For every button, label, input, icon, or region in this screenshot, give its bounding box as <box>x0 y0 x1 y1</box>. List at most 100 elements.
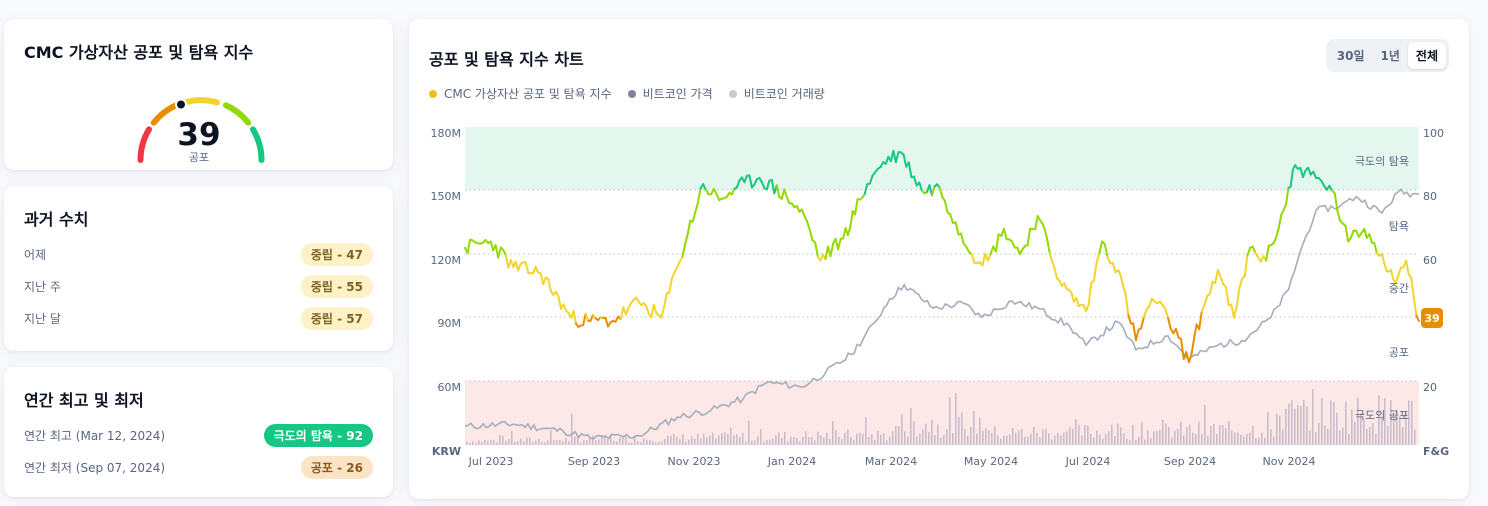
btc-volume-bar <box>718 435 720 445</box>
fear-greed-line-segment <box>1132 322 1137 342</box>
legend-btc-volume[interactable]: 비트코인 거래량 <box>728 85 825 102</box>
btc-volume-bar <box>589 437 591 445</box>
current-value-badge-bg <box>1421 308 1443 328</box>
fear-greed-line-segment <box>854 198 859 216</box>
btc-volume-bar <box>898 426 900 445</box>
current-value-badge-text: 39 <box>1424 312 1439 325</box>
btc-volume-bar <box>556 440 558 445</box>
fear-greed-line-segment <box>981 252 987 267</box>
btc-volume-bar <box>748 420 750 445</box>
fear-greed-line-segment <box>800 208 806 217</box>
btc-volume-bar <box>937 424 939 445</box>
btc-volume-bar <box>760 429 762 445</box>
range-1y-button[interactable]: 1년 <box>1380 49 1400 63</box>
legend-btc-price[interactable]: 비트코인 가격 <box>627 85 713 102</box>
btc-volume-bar <box>1201 433 1203 445</box>
btc-volume-bar <box>574 436 576 445</box>
btc-volume-bar <box>1279 415 1281 445</box>
fear-greed-line-segment <box>1412 297 1418 317</box>
status-badge: 극도의 탐욕 - 92 <box>263 423 373 447</box>
btc-volume-bar <box>649 440 651 445</box>
y-right-tick-80: 80 <box>1423 190 1437 203</box>
btc-volume-bar <box>1012 428 1014 445</box>
btc-volume-bar <box>1372 423 1374 445</box>
fear-greed-line-segment <box>748 174 753 189</box>
btc-volume-bar <box>712 432 714 445</box>
legend-dot-icon <box>627 89 636 98</box>
btc-volume-bar <box>763 441 765 445</box>
fear-greed-line-segment <box>504 254 510 269</box>
fear-greed-line-segment <box>1075 296 1080 307</box>
zone-label-extreme-greed: 극도의 탐욕 <box>1355 155 1409 168</box>
btc-volume-bar <box>1078 424 1080 445</box>
gauge-segment-extreme-fear <box>137 126 152 163</box>
btc-volume-bar <box>991 432 993 445</box>
legend-fear-greed-index[interactable]: CMC 가상자산 공포 및 탐욕 지수 <box>429 85 612 102</box>
y-right-tick-60: 60 <box>1423 254 1437 267</box>
btc-volume-bar <box>1324 425 1326 445</box>
btc-volume-bar <box>643 438 645 445</box>
fear-greed-line-segment <box>863 183 869 195</box>
fear-greed-line-segment <box>803 215 809 223</box>
fear-greed-line-segment <box>760 181 766 190</box>
fear-greed-line-segment <box>1142 308 1148 318</box>
btc-volume-bar <box>700 438 702 445</box>
fear-greed-line-segment <box>1124 293 1130 316</box>
fear-greed-line-segment <box>1011 240 1016 249</box>
btc-volume-bar <box>1369 426 1371 445</box>
fear-greed-line-segment <box>1085 303 1090 313</box>
x-tick-sep-2024: Sep 2024 <box>1164 455 1216 468</box>
btc-volume-bar <box>544 442 546 445</box>
legend-dot-icon <box>429 89 437 98</box>
btc-volume-bar <box>685 441 687 445</box>
btc-volume-bar <box>877 430 879 445</box>
btc-volume-bar <box>592 435 594 445</box>
fear-greed-line-segment <box>686 219 692 236</box>
fear-greed-line-segment <box>1373 242 1378 255</box>
fear-greed-line-segment <box>1289 168 1294 188</box>
fear-greed-line-segment <box>1048 252 1054 263</box>
fear-greed-chart[interactable]: 180M 150M 120M 90M 60M KRW 100 80 60 20 … <box>409 19 1469 499</box>
fear-greed-line-segment <box>918 181 923 192</box>
fear-greed-line-segment <box>1111 262 1117 274</box>
btc-volume-bar <box>1051 439 1053 445</box>
btc-volume-bar <box>841 439 843 445</box>
chart-card-title: 공포 및 탐욕 지수 차트 <box>429 50 584 69</box>
btc-volume-bar <box>481 442 483 445</box>
btc-volume-bar <box>967 435 969 445</box>
y-left-tick-150m: 150M <box>431 190 462 203</box>
btc-volume-bar <box>1231 430 1233 445</box>
btc-volume-bar <box>583 440 585 445</box>
btc-volume-bar <box>1351 409 1353 445</box>
y-right-unit-fg: F&G <box>1423 445 1449 458</box>
btc-volume-bar <box>1390 400 1392 445</box>
fear-greed-line-segment <box>671 270 676 280</box>
btc-volume-bar <box>1090 433 1092 445</box>
range-all-button[interactable]: 전체 <box>1407 42 1446 69</box>
btc-volume-bar <box>859 432 861 445</box>
btc-volume-bar <box>691 436 693 445</box>
btc-volume-bar <box>1243 436 1245 445</box>
fear-greed-line-segment <box>1208 280 1214 296</box>
btc-volume-bar <box>1384 398 1386 445</box>
btc-volume-bar <box>1309 430 1311 445</box>
btc-volume-bar <box>1273 436 1275 445</box>
fear-greed-line-segment <box>1046 239 1051 255</box>
fear-greed-line-segment <box>989 245 995 256</box>
y-left-tick-120m: 120M <box>431 254 462 267</box>
fear-greed-line-segment <box>1103 243 1109 258</box>
btc-volume-bar <box>973 411 975 445</box>
fear-greed-line-segment <box>1265 244 1270 262</box>
fear-greed-line-segment <box>624 307 630 316</box>
btc-volume-bar <box>505 440 507 445</box>
range-30d-button[interactable]: 30일 <box>1336 49 1365 63</box>
y-right-tick-20: 20 <box>1423 381 1437 394</box>
btc-volume-bar <box>793 437 795 445</box>
fear-greed-line-segment <box>1187 353 1193 364</box>
btc-volume-bar <box>469 443 471 445</box>
btc-volume-bar <box>694 438 696 445</box>
fear-greed-line-segment <box>1312 170 1317 179</box>
btc-volume-bar <box>958 416 960 445</box>
btc-volume-bar <box>1333 402 1335 445</box>
btc-volume-bar <box>928 431 930 445</box>
